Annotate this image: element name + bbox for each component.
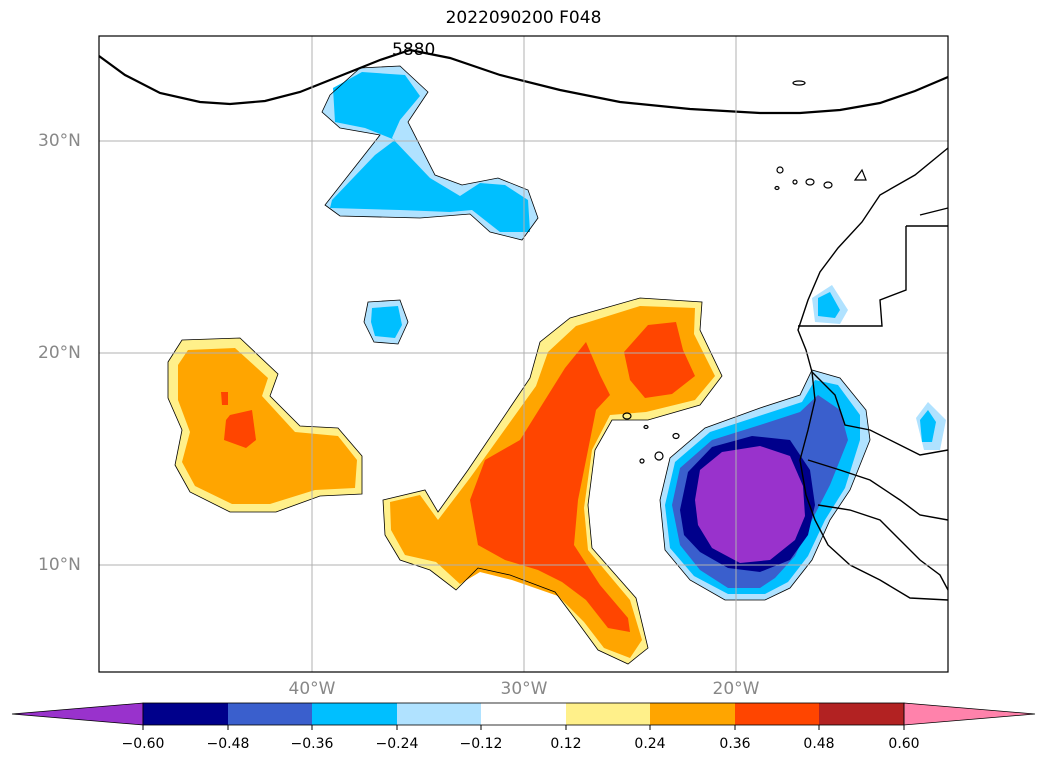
colorbar-label: 0.24 — [634, 736, 666, 752]
colorbar-label: 0.48 — [803, 736, 835, 752]
anomaly-blue-morocco — [818, 292, 840, 318]
country-border — [798, 225, 948, 327]
coastline — [797, 147, 949, 601]
lon-label: 30°W — [500, 679, 548, 699]
height-contour-5880 — [98, 48, 949, 115]
azores-island — [792, 80, 806, 86]
anomaly-red-central-north — [624, 322, 695, 398]
colorbar-segment — [143, 703, 228, 725]
anomaly-red-west-dot — [221, 392, 228, 405]
colorbar-label: 0.36 — [719, 736, 751, 752]
map-title: 2022090200 F048 — [445, 8, 602, 28]
lon-label: 40°W — [288, 679, 336, 699]
map-frame — [98, 35, 949, 673]
anomaly-blue-sahara — [920, 410, 936, 442]
anomaly-blue-small — [371, 306, 402, 338]
contour-outline — [321, 65, 539, 241]
cape-verde-island — [622, 412, 632, 420]
anomaly-blue-north — [330, 72, 530, 232]
country-border — [811, 371, 949, 456]
colorbar-extend-low — [11, 702, 144, 726]
colorbar-label: −0.36 — [290, 736, 334, 752]
colorbar-label: −0.24 — [375, 736, 419, 752]
colorbar-label: −0.48 — [206, 736, 250, 752]
canary-island — [823, 181, 833, 189]
colorbar-label: −0.60 — [121, 736, 165, 752]
cape-verde-island — [643, 424, 649, 430]
canary-island — [805, 178, 815, 186]
canary-island — [853, 168, 867, 181]
cape-verde-island — [654, 451, 664, 461]
map-plot-area: 5880 — [98, 35, 949, 673]
colorbar-segment — [481, 703, 566, 725]
contour-outline — [382, 297, 723, 665]
colorbar-segment — [650, 703, 735, 725]
islands — [622, 80, 867, 464]
colorbar-frame — [142, 702, 905, 726]
gridlines — [99, 36, 948, 672]
canary-island — [792, 179, 798, 185]
contour-outline — [167, 337, 363, 513]
cape-verde-island — [672, 432, 680, 440]
colorbar-segment — [566, 703, 650, 725]
colorbar-segment — [819, 703, 904, 725]
colorbar-label: −0.12 — [459, 736, 503, 752]
anomaly-purple-east — [695, 446, 805, 563]
colorbar-segment — [312, 703, 397, 725]
cape-verde-island — [639, 458, 645, 464]
colorbar-extend-high — [903, 702, 1036, 726]
colorbar — [11, 702, 1036, 730]
colorbar-label: 0.12 — [550, 736, 582, 752]
lat-label: 20°N — [38, 343, 81, 363]
canary-island — [774, 185, 780, 191]
colorbar-segment — [735, 703, 819, 725]
country-border — [807, 459, 949, 521]
anomaly-red-central — [470, 342, 630, 632]
country-border — [817, 504, 949, 591]
lon-label: 20°W — [712, 679, 760, 699]
anomaly-red-west — [224, 410, 256, 448]
canary-island — [776, 166, 784, 174]
colorbar-label: 0.60 — [888, 736, 920, 752]
contour-outline — [363, 299, 409, 345]
africa-coastline — [797, 147, 949, 601]
colorbar-segment — [228, 703, 312, 725]
lat-label: 10°N — [38, 555, 81, 575]
colorbar-segment — [397, 703, 481, 725]
country-border — [919, 207, 949, 216]
contour-label: 5880 — [392, 40, 435, 60]
lat-label: 30°N — [38, 131, 81, 151]
contour-outline — [659, 369, 871, 601]
